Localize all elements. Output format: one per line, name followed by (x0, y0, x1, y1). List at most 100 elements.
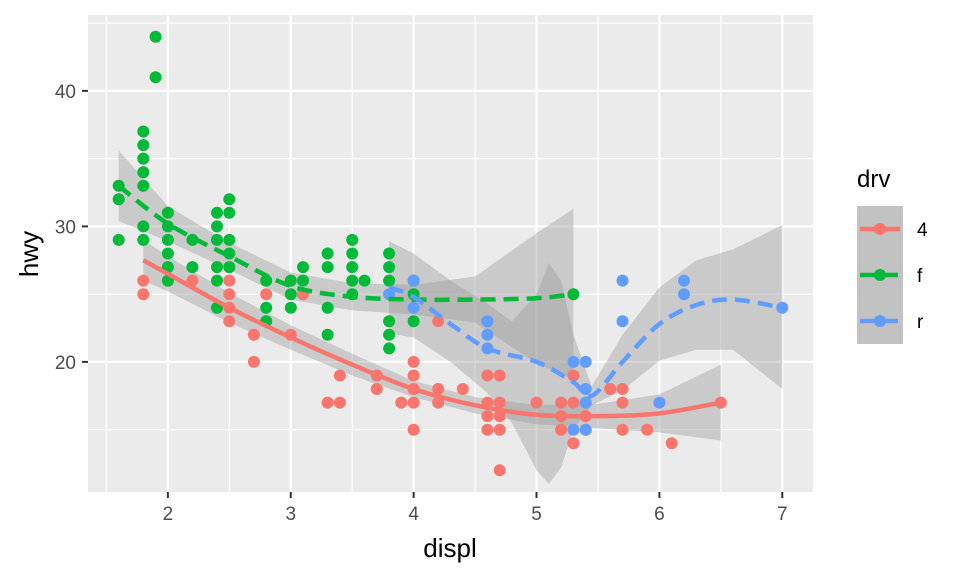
point-f (383, 315, 396, 328)
legend-key-point (874, 269, 886, 281)
point-f (223, 193, 236, 206)
point-4 (493, 423, 506, 436)
point-4 (223, 315, 236, 328)
point-f (321, 247, 334, 260)
point-f (297, 274, 309, 287)
smooth-line-f (117, 183, 574, 303)
point-r (407, 301, 420, 314)
x-tick-label: 3 (285, 504, 296, 525)
x-tick-label: 7 (777, 504, 788, 525)
point-f (149, 30, 162, 43)
point-4 (260, 288, 273, 301)
axes: 2 3 4 5 6 7 20 30 40 (55, 82, 788, 525)
legend-title: drv (857, 166, 890, 193)
point-f (161, 206, 174, 219)
x-tick-label: 4 (408, 504, 419, 525)
point-r (678, 274, 690, 287)
point-f (321, 261, 334, 274)
point-4 (223, 288, 236, 301)
point-4 (493, 396, 506, 409)
point-r (579, 396, 592, 409)
point-f (161, 247, 174, 260)
point-4 (567, 369, 580, 382)
point-f (260, 301, 273, 314)
point-r (579, 383, 592, 395)
plot-panel (88, 15, 813, 492)
point-f (161, 233, 174, 246)
point-r (579, 355, 592, 368)
legend-key-point (874, 315, 886, 327)
point-r (481, 328, 494, 341)
point-4 (481, 423, 494, 436)
point-f (358, 274, 371, 287)
point-4 (493, 410, 506, 423)
point-f (321, 328, 334, 341)
point-f (137, 179, 150, 192)
point-f (137, 166, 150, 179)
point-4 (665, 437, 678, 450)
point-4 (407, 396, 420, 409)
point-f (223, 261, 236, 274)
point-f (297, 261, 309, 274)
point-4 (137, 288, 150, 301)
point-4 (493, 369, 506, 382)
point-4 (567, 396, 580, 409)
point-r (653, 396, 666, 409)
point-4 (481, 369, 494, 382)
point-f (223, 206, 236, 219)
y-tick-label: 30 (55, 217, 76, 238)
point-r (579, 423, 592, 436)
point-r (616, 274, 629, 287)
point-f (137, 152, 150, 165)
point-4 (432, 396, 445, 409)
legend-label: 4 (917, 220, 928, 241)
point-f (137, 139, 150, 152)
point-4 (530, 396, 543, 409)
point-f (211, 261, 223, 274)
point-f (211, 220, 223, 233)
point-r (567, 423, 580, 436)
point-f (346, 261, 359, 274)
point-f (383, 274, 396, 287)
point-f (211, 206, 223, 219)
point-4 (333, 396, 346, 409)
point-f (383, 247, 396, 260)
legend-key-point (874, 223, 886, 235)
point-f (260, 274, 273, 287)
y-axis-label: hwy (14, 231, 44, 277)
smooth-line-4 (142, 258, 722, 419)
point-f (186, 261, 199, 274)
point-f (346, 233, 359, 246)
point-f (149, 71, 162, 84)
point-f (284, 288, 297, 301)
point-4 (407, 423, 420, 436)
point-f (346, 247, 359, 260)
point-f (346, 274, 359, 287)
point-f (383, 261, 396, 274)
point-r (407, 274, 420, 287)
point-4 (616, 423, 629, 436)
point-4 (247, 328, 260, 341)
legend-label: r (917, 312, 924, 333)
point-r (616, 315, 629, 328)
point-r (567, 355, 580, 368)
point-f (407, 315, 420, 328)
point-4 (333, 369, 346, 382)
point-4 (456, 383, 469, 395)
smooth-line-r (388, 285, 783, 399)
point-r (481, 315, 494, 328)
x-tick-label: 5 (531, 504, 542, 525)
point-f (137, 220, 150, 233)
x-tick-label: 2 (163, 504, 174, 525)
point-4 (432, 315, 445, 328)
point-f (383, 342, 396, 355)
legend-keys: 4 f r (857, 206, 928, 344)
point-f (321, 301, 334, 314)
point-4 (604, 383, 617, 395)
point-4 (407, 369, 420, 382)
point-4 (567, 437, 580, 450)
point-4 (555, 423, 568, 436)
point-f (223, 233, 236, 246)
point-4 (395, 396, 408, 409)
